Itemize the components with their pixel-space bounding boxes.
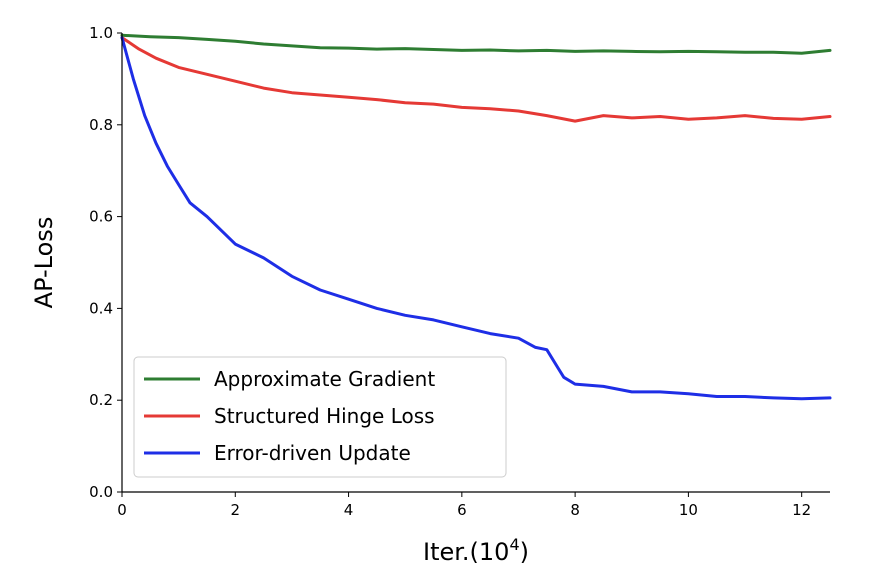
x-tick-label: 8 (570, 501, 580, 519)
x-tick-label: 2 (231, 501, 241, 519)
series-layer (120, 33, 832, 401)
legend-label: Structured Hinge Loss (214, 404, 435, 428)
x-axis-label-base: Iter.(10 (423, 538, 509, 566)
series-line-2 (120, 36, 832, 123)
x-tick-label: 12 (792, 501, 811, 519)
y-tick-label: 0.2 (89, 391, 113, 409)
legend-box (133, 356, 507, 478)
legend: Approximate Gradient Structured Hinge Los… (133, 356, 507, 478)
y-axis-label: AP-Loss (30, 217, 58, 309)
series-line-3 (120, 36, 832, 401)
series-line-1 (120, 33, 832, 55)
x-axis-label-sup: 4 (509, 535, 519, 554)
y-tick-label: 0.8 (89, 116, 113, 134)
x-tick-label: 6 (457, 501, 467, 519)
x-tick-label: 4 (344, 501, 354, 519)
x-tick-label: 0 (117, 501, 127, 519)
x-tick-label: 10 (679, 501, 698, 519)
y-tick-label: 0.0 (89, 483, 113, 501)
x-axis-label-suffix: ) (520, 538, 529, 566)
x-axis-label: Iter.(104) (423, 535, 529, 566)
y-tick-label: 0.4 (89, 299, 113, 317)
y-tick-label: 1.0 (89, 24, 113, 42)
ticks-layer: 0 2 4 6 8 10 12 0.0 0.2 0.4 0.6 0.8 1.0 (89, 24, 811, 519)
legend-label: Approximate Gradient (214, 367, 435, 391)
y-tick-label: 0.6 (89, 208, 113, 226)
axes-layer (121, 33, 830, 493)
legend-label: Error-driven Update (214, 441, 411, 465)
